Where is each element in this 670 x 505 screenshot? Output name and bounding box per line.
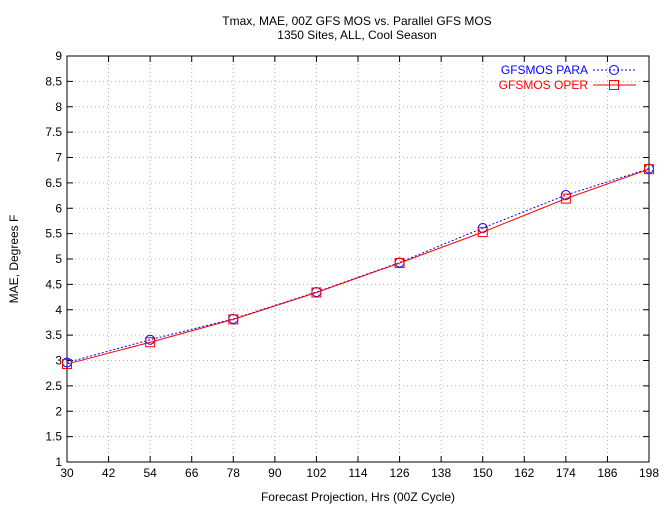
y-tick-label: 3 — [55, 354, 62, 368]
x-tick-label: 162 — [514, 466, 534, 480]
y-tick-label: 5.5 — [45, 227, 62, 241]
x-tick-label: 42 — [102, 466, 116, 480]
data-point — [644, 164, 654, 175]
data-point — [477, 227, 488, 238]
y-tick-label: 9 — [55, 49, 62, 63]
y-tick-label: 7.5 — [45, 125, 62, 139]
x-axis-label: Forecast Projection, Hrs (00Z Cycle) — [261, 490, 455, 504]
series-1 — [62, 164, 654, 370]
x-tick-label: 138 — [431, 466, 451, 480]
x-tick-label: 90 — [268, 466, 282, 480]
chart-title: Tmax, MAE, 00Z GFS MOS vs. Parallel GFS … — [222, 14, 491, 28]
x-tick-label: 126 — [390, 466, 410, 480]
y-tick-label: 4.5 — [45, 277, 62, 291]
y-tick-label: 1 — [55, 455, 62, 469]
legend-swatch-marker — [609, 80, 619, 90]
data-point — [311, 287, 322, 298]
series-layer — [62, 163, 654, 370]
x-tick-label: 174 — [556, 466, 576, 480]
x-tick-label: 186 — [597, 466, 617, 480]
data-point — [62, 359, 72, 370]
x-tick-label: 78 — [227, 466, 241, 480]
x-tick-label: 30 — [60, 466, 74, 480]
x-tick-label: 66 — [185, 466, 199, 480]
y-tick-label: 8.5 — [45, 74, 62, 88]
data-point — [145, 337, 156, 348]
y-axis-label: MAE, Degrees F — [7, 215, 21, 304]
data-point — [560, 193, 571, 204]
x-tick-label: 54 — [143, 466, 157, 480]
x-tick-label: 114 — [348, 466, 367, 480]
y-tick-label: 3.5 — [45, 328, 62, 342]
legend-label: GFSMOS PARA — [501, 63, 588, 77]
x-tick-label: 102 — [306, 466, 326, 480]
x-tick-label: 198 — [639, 466, 659, 480]
legend-swatch-marker — [609, 65, 619, 75]
legend-label: GFSMOS OPER — [499, 78, 589, 92]
series-line — [66, 168, 650, 365]
chart-subtitle: 1350 Sites, ALL, Cool Season — [277, 28, 436, 42]
y-tick-label: 6.5 — [45, 176, 62, 190]
y-tick-label: 8 — [55, 100, 62, 114]
y-tick-label: 2 — [55, 404, 62, 418]
series-line — [66, 168, 650, 364]
grid-lines — [67, 56, 649, 462]
data-point — [228, 314, 239, 325]
y-tick-label: 4 — [55, 303, 62, 317]
axis-ticks: 30 42 54 66 78 90 102 114 126 138 150 162 174 186 1981… — [45, 49, 659, 480]
data-point — [394, 258, 405, 269]
y-tick-label: 2.5 — [45, 379, 62, 393]
x-tick-label: 150 — [473, 466, 493, 480]
y-tick-label: 1.5 — [45, 430, 62, 444]
y-tick-label: 5 — [55, 252, 62, 266]
y-tick-label: 6 — [55, 201, 62, 215]
y-tick-label: 7 — [55, 151, 62, 165]
